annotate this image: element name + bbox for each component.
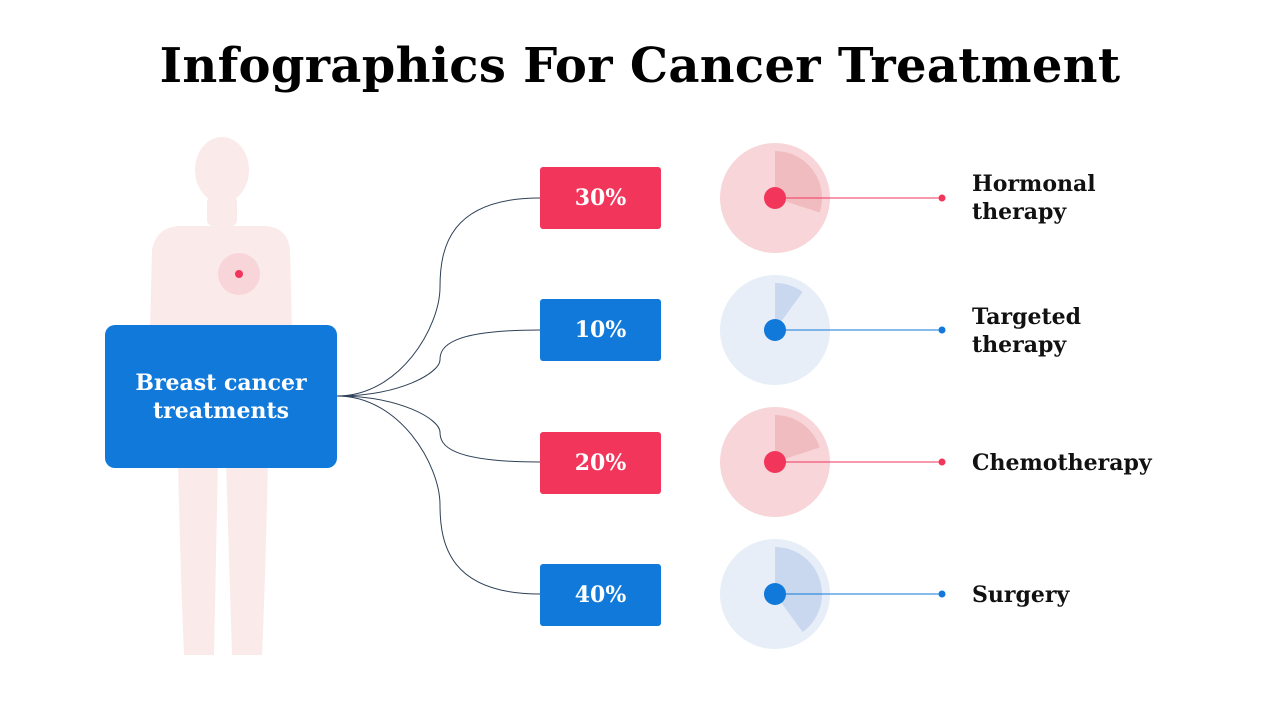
page-title: Infographics For Cancer Treatment bbox=[159, 38, 1121, 94]
pie-slice bbox=[775, 547, 822, 633]
connector-curve bbox=[336, 329, 541, 397]
leader-end-dot bbox=[938, 326, 946, 334]
leader-end-dot bbox=[938, 458, 946, 466]
pie-center-dot bbox=[764, 187, 786, 209]
pie-slice bbox=[775, 151, 822, 213]
percent-box-surgery: 40% bbox=[540, 564, 661, 626]
percent-box-hormonal: 30% bbox=[540, 167, 661, 229]
pie-chart-chemotherapy bbox=[720, 407, 946, 517]
pie-chart-hormonal-therapy bbox=[720, 143, 946, 253]
percent-label: 30% bbox=[574, 185, 627, 211]
center-topic-box: Breast cancer treatments bbox=[105, 325, 337, 468]
leader-end-dot bbox=[938, 590, 946, 598]
treatment-label-chemotherapy: Chemotherapy bbox=[972, 450, 1152, 476]
pie-slice bbox=[775, 283, 803, 330]
treatment-label-targeted: Targeted therapy bbox=[972, 304, 1082, 358]
percent-box-chemotherapy: 20% bbox=[540, 432, 661, 494]
pie-center-dot bbox=[764, 451, 786, 473]
treatment-label-hormonal: Hormonal therapy bbox=[972, 171, 1096, 225]
percent-box-targeted: 10% bbox=[540, 299, 661, 361]
pie-chart-surgery bbox=[720, 539, 946, 649]
pie-center-dot bbox=[764, 319, 786, 341]
connector-curve bbox=[336, 395, 541, 595]
percent-label: 10% bbox=[574, 317, 627, 343]
leader-end-dot bbox=[938, 194, 946, 202]
pie-chart-targeted-therapy bbox=[720, 275, 946, 385]
connector-curve bbox=[336, 197, 541, 397]
treatment-label-surgery: Surgery bbox=[972, 582, 1070, 608]
connector-curve bbox=[336, 395, 541, 463]
percent-label: 40% bbox=[574, 582, 627, 608]
tumor-marker-icon bbox=[218, 253, 260, 295]
pie-center-dot bbox=[764, 583, 786, 605]
percent-label: 20% bbox=[574, 450, 627, 476]
center-topic-label: Breast cancer treatments bbox=[135, 369, 307, 424]
connector-lines bbox=[336, 197, 541, 595]
pie-slice bbox=[775, 415, 820, 462]
